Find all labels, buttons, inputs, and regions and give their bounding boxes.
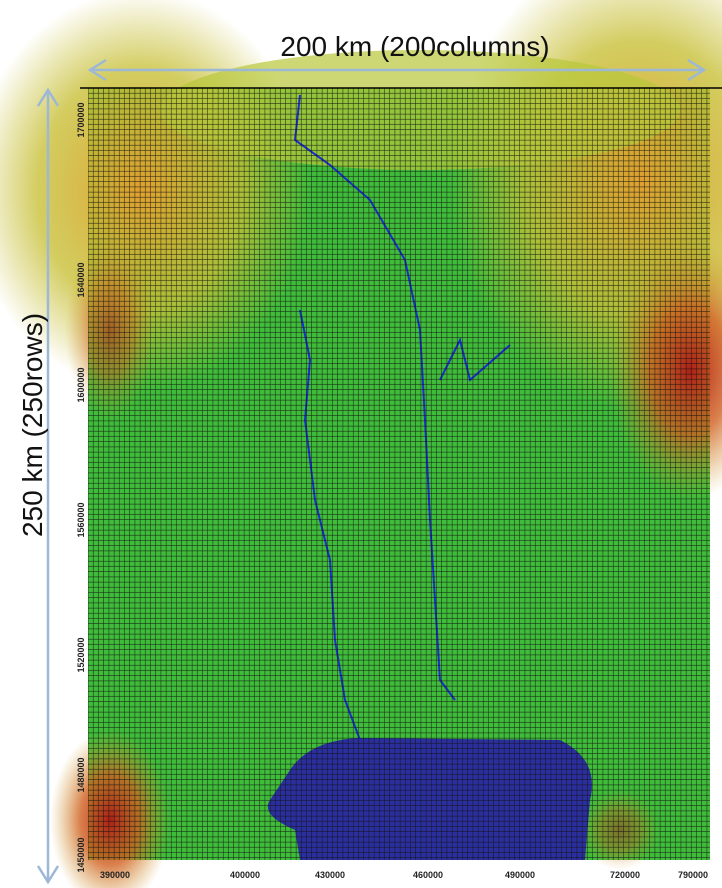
y-axis-label: 1520000 [76, 637, 86, 672]
x-axis-label: 490000 [505, 870, 535, 880]
x-axis-label: 400000 [230, 870, 260, 880]
y-axis-label: 1450000 [76, 837, 86, 872]
top-label: 200 km (200columns) [280, 31, 549, 62]
y-axis-label: 1700000 [76, 102, 86, 137]
x-axis-label: 430000 [315, 870, 345, 880]
x-axis-label: 390000 [100, 870, 130, 880]
x-axis-label: 460000 [413, 870, 443, 880]
arrows [36, 58, 707, 885]
y-axis-label: 1480000 [76, 757, 86, 792]
y-axis-label: 1640000 [76, 262, 86, 297]
x-axis-label: 790000 [678, 870, 708, 880]
side-label: 250 km (250rows) [17, 313, 48, 537]
y-axis-label: 1560000 [76, 502, 86, 537]
x-axis-label: 720000 [610, 870, 640, 880]
y-axis-label: 1600000 [76, 367, 86, 402]
